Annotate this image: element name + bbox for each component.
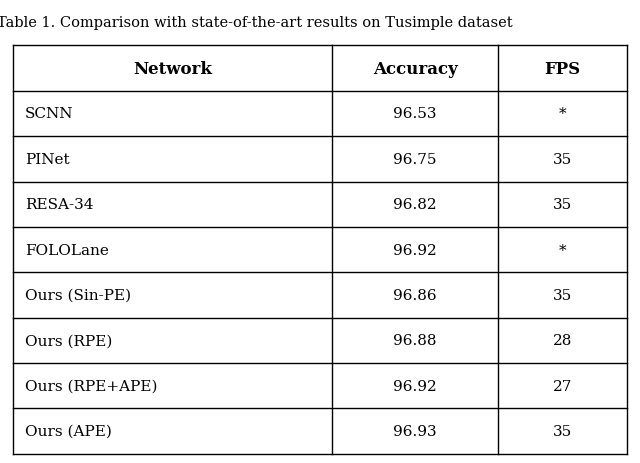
Text: 96.88: 96.88: [394, 333, 437, 348]
Text: 96.75: 96.75: [394, 152, 437, 167]
Text: *: *: [559, 243, 566, 257]
Text: Table 1. Comparison with state-of-the-art results on Tusimple dataset: Table 1. Comparison with state-of-the-ar…: [0, 16, 513, 30]
Text: 35: 35: [553, 198, 572, 212]
Text: Ours (APE): Ours (APE): [25, 424, 112, 438]
Text: 28: 28: [553, 333, 572, 348]
Text: *: *: [559, 107, 566, 121]
Text: Ours (RPE): Ours (RPE): [25, 333, 113, 348]
Text: 35: 35: [553, 424, 572, 438]
Text: 96.92: 96.92: [394, 379, 437, 393]
Text: SCNN: SCNN: [25, 107, 74, 121]
Text: RESA-34: RESA-34: [25, 198, 93, 212]
Text: 96.93: 96.93: [394, 424, 437, 438]
Text: Network: Network: [133, 61, 212, 77]
Text: Ours (RPE+APE): Ours (RPE+APE): [25, 379, 157, 393]
Text: Accuracy: Accuracy: [373, 61, 458, 77]
Text: Ours (Sin-PE): Ours (Sin-PE): [25, 288, 131, 302]
Text: 96.92: 96.92: [394, 243, 437, 257]
Text: PINet: PINet: [25, 152, 70, 167]
Text: 35: 35: [553, 152, 572, 167]
Text: 96.53: 96.53: [394, 107, 437, 121]
Text: FOLOLane: FOLOLane: [25, 243, 109, 257]
Text: FPS: FPS: [545, 61, 580, 77]
Text: 96.86: 96.86: [394, 288, 437, 302]
Text: 35: 35: [553, 288, 572, 302]
Text: 96.82: 96.82: [394, 198, 437, 212]
Text: 27: 27: [553, 379, 572, 393]
